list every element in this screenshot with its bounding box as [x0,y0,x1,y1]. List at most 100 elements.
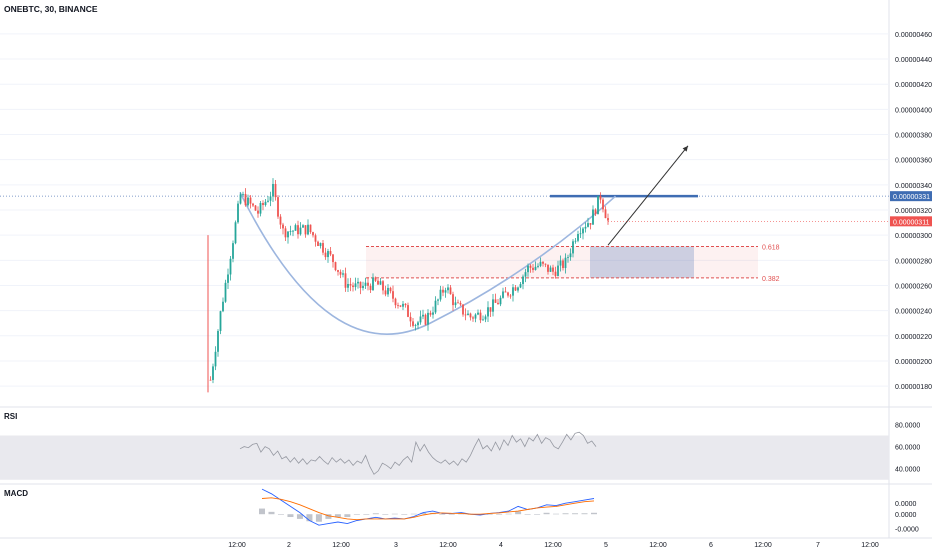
candle-body [334,262,337,271]
candle-body [462,304,464,315]
y-tick-label: 0.00000320 [895,208,932,215]
candle-body [514,287,517,291]
candle-body [222,301,224,312]
y-tick-label: 0.00000200 [895,359,932,366]
candle-body [589,223,592,225]
cup-curve [239,192,617,335]
candle-body [562,260,564,269]
candle-body [457,302,459,304]
candle-body [379,281,382,285]
candle-body [487,307,489,317]
candle-body [329,251,332,255]
last-price-tag [890,216,932,227]
macd-histogram-bar [259,508,265,515]
macd-histogram-bar [287,514,294,518]
candle-body [417,322,419,326]
candle-body [532,267,534,270]
y-tick-label: 0.00000440 [895,57,932,64]
candle-body [459,302,462,305]
candle-body [214,351,217,367]
candle-body [469,313,472,318]
last-price-label: 0.00000311 [893,219,930,226]
candle-body [577,234,579,241]
x-tick-label: 5 [604,542,608,549]
macd-histogram-bar [515,511,522,515]
candle-body [232,243,234,259]
candle-body [314,235,317,242]
candle-body [299,227,302,235]
candle-body [302,225,304,228]
fib-zone [366,246,758,278]
candle-body [247,197,249,206]
candle-body [407,305,409,317]
candle-body [564,257,567,269]
candle-body [444,290,447,293]
candle-body [294,225,297,231]
candle-body [422,314,424,317]
macd-histogram-bar [325,514,332,519]
candle-body [464,314,467,316]
macd-histogram-bar [315,514,322,522]
x-tick-label: 12:00 [439,542,457,549]
candle-body [509,295,512,297]
macd-histogram-bar [581,513,588,515]
candle-body [262,203,264,206]
candle-body [404,303,407,306]
candle-body [524,272,527,277]
projection-arrow [607,145,689,246]
candle-body [217,330,219,352]
projection-arrowhead [682,145,688,152]
x-tick-label: 12:00 [649,542,667,549]
macd-histogram-bar [448,514,455,515]
candle-body [547,264,549,272]
candle-body [367,282,369,286]
candle-body [399,305,402,307]
candle-body [499,297,502,305]
candle-body [607,218,609,221]
candle-body [352,285,354,288]
y-tick-label: 0.00000260 [895,283,932,290]
candle-body [522,276,524,285]
candle-body [479,312,482,321]
candle-body [414,325,417,326]
level-price-label: 0.00000331 [893,194,930,201]
candle-body [389,287,392,292]
candle-body [322,243,324,253]
x-tick-label: 12:00 [754,542,772,549]
macd-y-tick-label: 0.0000 [895,501,917,508]
y-tick-label: 0.00000240 [895,309,932,316]
candle-body [279,216,282,225]
candle-body [582,228,584,234]
candle-body [242,193,244,195]
candle-body [529,265,532,268]
candle-body [342,273,344,275]
macd-histogram-bar [562,513,569,515]
candle-body [394,298,397,306]
candle-body [587,223,589,227]
macd-pane-label: MACD [4,489,28,498]
x-tick-label: 7 [816,542,820,549]
candle-body [287,231,289,238]
candle-body [392,291,394,299]
candle-body [337,270,339,272]
rsi-line [239,431,597,475]
candle-body [574,240,577,242]
candle-body [452,294,454,306]
macd-histogram-bar [410,513,417,515]
candle-body [454,302,457,306]
candle-body [327,251,329,258]
macd-histogram-bar [572,513,579,515]
candle-body [539,261,542,266]
candle-body [602,199,604,210]
candle-body [594,209,597,215]
candle-body [434,300,437,313]
candle-body [472,317,474,319]
macd-histogram-bar [524,514,531,515]
candle-body [374,277,377,281]
macd-histogram-bar [553,513,560,515]
candle-body [504,291,507,293]
candle-body [259,203,262,214]
candle-body [377,280,379,285]
candle-body [482,319,484,321]
